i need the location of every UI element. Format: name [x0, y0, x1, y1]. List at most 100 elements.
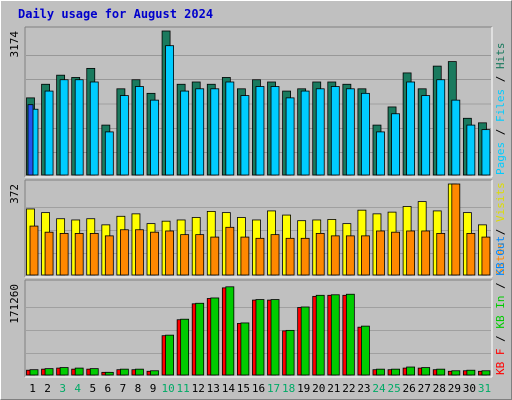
bar-sites-day-8	[135, 229, 144, 276]
bar-files-day-19	[300, 90, 310, 176]
legend-entry: Files	[494, 89, 507, 122]
x-tick-label-day-15: 15	[237, 382, 250, 395]
bar-sites-day-14	[225, 226, 235, 276]
x-tick-label-day-25: 25	[387, 382, 400, 395]
bar-kbin-day-7	[119, 368, 129, 376]
x-tick-label-day-3: 3	[59, 382, 66, 395]
bar-kbin-day-17	[270, 299, 280, 376]
x-tick-label-day-14: 14	[222, 382, 236, 395]
bar-sites-day-17	[270, 234, 280, 276]
bar-kbin-day-4	[74, 367, 84, 376]
panel-2-ymax-label: 171260	[8, 284, 21, 324]
x-tick-label-day-18: 18	[282, 382, 295, 395]
legend-entry: Pages	[494, 142, 507, 175]
bar-files-day-26	[406, 81, 416, 176]
bar-sites-day-27	[421, 230, 431, 276]
bar-kbin-day-19	[300, 306, 310, 376]
bar-kbin-day-21	[330, 294, 340, 376]
bar-kbin-day-20	[315, 294, 325, 376]
x-tick-label-day-12: 12	[192, 382, 205, 395]
bar-files-day-4	[74, 79, 84, 176]
bar-kbin-day-3	[59, 367, 69, 376]
bar-files-day-7	[119, 95, 129, 176]
bar-files-day-5	[89, 81, 99, 176]
bar-kbin-day-13	[210, 297, 220, 376]
bar-kbin-day-30	[466, 369, 476, 376]
legend-entry: KB F	[494, 349, 507, 376]
bar-kbin-day-15	[240, 322, 250, 376]
x-tick-label-day-1: 1	[29, 382, 36, 395]
bar-kbin-day-5	[89, 368, 99, 376]
bar-sites-day-1	[29, 225, 39, 276]
bar-kbin-day-2	[44, 368, 54, 376]
legend-entry: /	[494, 122, 507, 142]
bar-sites-day-22	[345, 235, 355, 276]
bar-kbin-day-29	[451, 370, 461, 376]
bar-kbin-day-22	[345, 293, 355, 376]
bar-files-day-6	[104, 131, 114, 176]
bar-files-day-8	[135, 86, 144, 176]
bar-files-day-29	[451, 99, 461, 176]
x-tick-label-day-8: 8	[135, 382, 142, 395]
bar-sites-day-10	[165, 230, 174, 276]
bar-sites-day-21	[330, 235, 340, 276]
bar-sites-day-24	[376, 230, 385, 276]
bar-files-day-27	[421, 95, 431, 176]
x-tick-label-day-10: 10	[161, 382, 174, 395]
bar-files-day-31	[481, 129, 491, 176]
x-tick-label-day-13: 13	[207, 382, 220, 395]
x-tick-label-day-2: 2	[44, 382, 51, 395]
bar-files-day-21	[330, 86, 340, 176]
bar-sites-day-30	[466, 233, 476, 276]
bar-sites-day-31	[481, 236, 491, 276]
x-tick-label-day-28: 28	[433, 382, 446, 395]
x-tick-label-day-26: 26	[403, 382, 416, 395]
x-tick-label-day-30: 30	[463, 382, 476, 395]
bar-kbin-day-23	[361, 325, 370, 376]
x-tick-label-day-23: 23	[357, 382, 370, 395]
legend-entry: /	[494, 276, 507, 296]
x-tick-label-day-27: 27	[418, 382, 431, 395]
bar-kbin-day-25	[391, 368, 400, 376]
bar-kbin-day-9	[150, 370, 159, 376]
bar-kbin-day-26	[406, 366, 416, 376]
x-tick-label-day-5: 5	[89, 382, 96, 395]
x-tick-label-day-7: 7	[120, 382, 127, 395]
x-tick-label-day-6: 6	[105, 382, 112, 395]
x-tick-label-day-22: 22	[342, 382, 355, 395]
bar-files-day-28	[436, 79, 446, 176]
bar-sites-day-12	[195, 234, 205, 276]
bar-sites-day-18	[285, 237, 295, 276]
legend-entry: Visits	[494, 182, 507, 222]
x-tick-label-day-9: 9	[150, 382, 157, 395]
bar-kbin-day-28	[436, 368, 446, 376]
bar-kbin-day-12	[195, 302, 205, 376]
x-tick-label-day-11: 11	[177, 382, 190, 395]
bar-kbin-day-11	[180, 318, 190, 376]
legend-entry: Hits	[494, 43, 507, 70]
bar-files-day-30	[466, 124, 476, 176]
bar-sites-day-4	[74, 233, 84, 276]
bar-files-day-16	[255, 86, 265, 176]
bar-sites-day-11	[180, 234, 190, 276]
panel-0-ymax-label: 3174	[8, 31, 21, 58]
bar-files-day-24	[376, 131, 385, 176]
bar-sites-day-26	[406, 230, 416, 276]
legend-entry: Sites	[494, 242, 507, 275]
bar-sites-day-15	[240, 236, 250, 276]
bar-files-day-20	[315, 88, 325, 176]
x-tick-label-day-31: 31	[478, 382, 491, 395]
x-tick-label-day-29: 29	[448, 382, 461, 395]
bar-files-day-9	[150, 99, 159, 176]
bar-kbin-day-6	[104, 371, 114, 376]
bar-sites-day-9	[150, 231, 159, 276]
bar-files-day-25	[391, 113, 400, 176]
bar-sites-day-2	[44, 231, 54, 276]
x-tick-label-day-21: 21	[327, 382, 340, 395]
bar-files-day-17	[270, 86, 280, 176]
chart-title: Daily usage for August 2024	[18, 7, 214, 21]
bar-sites-day-28	[436, 233, 446, 276]
x-tick-label-day-4: 4	[74, 382, 81, 395]
x-tick-label-day-17: 17	[267, 382, 280, 395]
bar-files-day-11	[180, 90, 190, 176]
